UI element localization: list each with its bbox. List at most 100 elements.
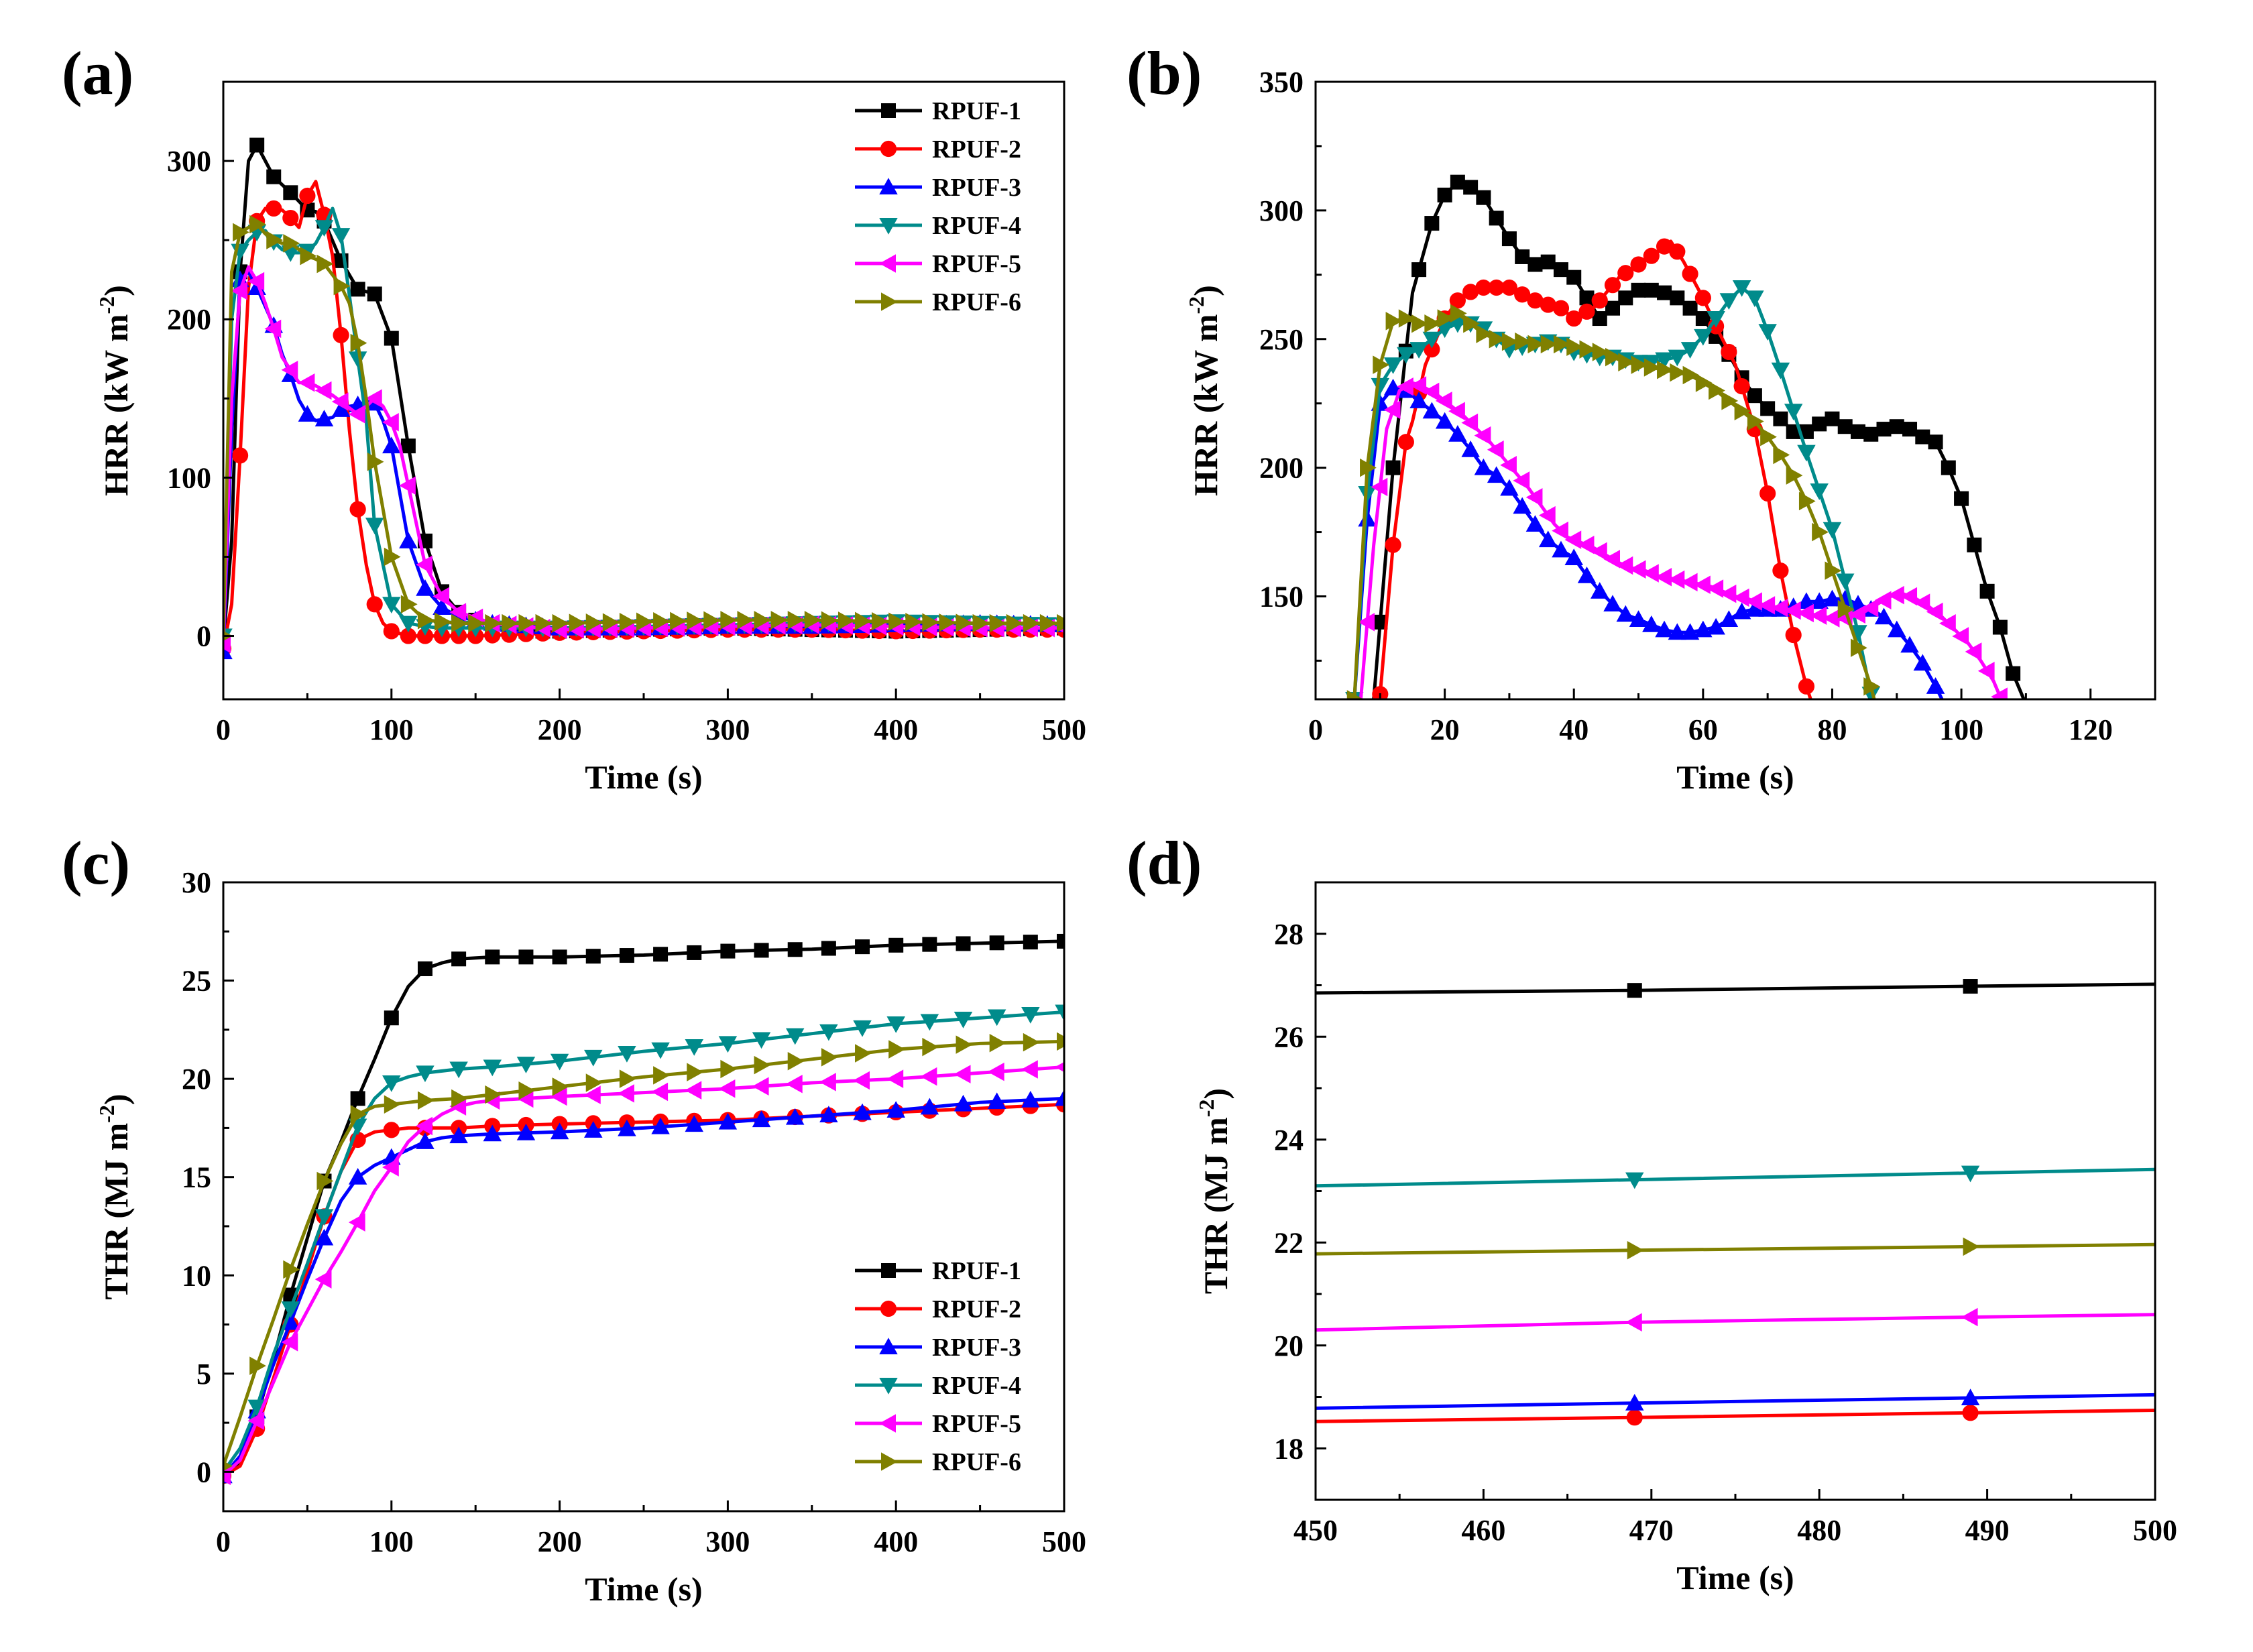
marker-rpuf-6 [956,613,973,632]
marker-rpuf-1 [1963,979,1978,994]
plot-frame [1314,80,2156,701]
marker-rpuf-3 [516,1123,536,1140]
marker-rpuf-3 [685,1115,703,1132]
y-tick-label: 22 [1274,1226,1304,1259]
marker-rpuf-3 [1435,412,1454,429]
marker-rpuf-1 [1515,249,1530,264]
marker-rpuf-6 [283,234,300,253]
marker-rpuf-6 [1489,330,1506,349]
marker-rpuf-6 [872,612,888,631]
marker-rpuf-6 [837,611,855,630]
series-group [223,933,1064,1485]
marker-rpuf-5 [1538,506,1556,525]
y-tick-label: 25 [182,965,211,998]
panel-label-a: (a) [62,39,133,107]
x-tick-label: 500 [2133,1514,2177,1547]
marker-rpuf-6 [687,1063,703,1081]
marker-rpuf-3 [1823,589,1842,607]
marker-rpuf-1 [266,169,282,184]
marker-rpuf-6 [888,612,905,632]
marker-rpuf-2 [1785,626,1802,644]
marker-rpuf-6 [1398,309,1416,328]
marker-rpuf-5 [1823,609,1840,628]
series-line-rpuf-1 [1316,982,2155,995]
marker-rpuf-5 [1926,602,1943,622]
marker-rpuf-1 [384,331,399,346]
marker-rpuf-6 [1643,358,1661,377]
marker-rpuf-5 [785,1074,803,1094]
marker-rpuf-2 [1372,686,1389,699]
marker-rpuf-5 [1797,603,1814,623]
y-axis-title-sup: -2 [95,296,119,314]
marker-rpuf-3 [1525,515,1545,532]
marker-rpuf-4 [331,228,351,245]
marker-rpuf-6 [1721,392,1739,410]
marker-rpuf-5 [1655,567,1672,587]
marker-rpuf-1 [350,1091,365,1106]
legend-marker-rpuf-1 [881,1263,896,1278]
marker-rpuf-5 [685,1081,702,1100]
marker-rpuf-4 [1021,1006,1040,1024]
legend-marker-rpuf-6 [881,1452,898,1471]
marker-rpuf-1 [956,936,971,951]
x-tick-label: 200 [538,1525,582,1558]
marker-rpuf-6 [619,613,636,632]
marker-rpuf-2 [416,628,434,644]
x-tick-label: 300 [705,713,750,746]
marker-rpuf-4 [382,1075,401,1092]
marker-rpuf-5 [1448,402,1465,420]
marker-rpuf-6 [989,613,1006,633]
marker-rpuf-1 [384,1010,399,1026]
marker-rpuf-6 [1411,314,1428,333]
legend-label-rpuf-2: RPUF-2 [932,135,1021,164]
marker-rpuf-1 [1385,460,1401,475]
y-tick-label: 10 [182,1259,211,1292]
marker-rpuf-4 [987,1009,1006,1026]
x-tick-label: 200 [538,713,582,746]
marker-rpuf-4 [281,1301,300,1318]
y-tick-label: 28 [1274,918,1304,951]
marker-rpuf-1 [417,961,432,976]
legend-label-rpuf-1: RPUF-1 [932,97,1021,125]
marker-rpuf-1 [585,949,601,964]
marker-rpuf-3 [1655,620,1674,638]
marker-rpuf-6 [1463,314,1480,333]
marker-rpuf-6 [787,1051,805,1071]
marker-rpuf-4 [247,1399,266,1417]
marker-rpuf-1 [1850,424,1865,439]
marker-rpuf-5 [399,476,416,495]
marker-rpuf-2 [1962,1405,1979,1421]
marker-rpuf-6 [720,611,738,630]
marker-rpuf-5 [281,1333,298,1352]
marker-rpuf-5 [1525,488,1543,507]
marker-rpuf-1 [451,951,467,967]
marker-rpuf-5 [1991,687,2008,699]
marker-rpuf-1 [1837,419,1853,434]
marker-rpuf-2 [1514,286,1531,303]
legend-marker-rpuf-6 [881,292,898,311]
marker-rpuf-6 [956,1035,973,1054]
marker-rpuf-1 [1747,388,1762,404]
marker-rpuf-5 [1707,579,1724,598]
panel-label-c: (c) [62,829,130,897]
marker-rpuf-3 [819,1106,838,1123]
marker-rpuf-1 [1954,491,1969,506]
marker-rpuf-5 [348,405,365,424]
marker-rpuf-4 [1680,342,1700,359]
marker-rpuf-1 [1825,411,1840,426]
y-axis-title-sup: -2 [95,1105,119,1123]
marker-rpuf-2 [282,209,299,227]
series-line-rpuf-3 [1316,1393,2155,1410]
marker-rpuf-5 [416,1116,432,1136]
legend-label-rpuf-3: RPUF-3 [932,174,1021,202]
marker-rpuf-3 [987,1092,1006,1110]
marker-rpuf-6 [855,611,872,631]
marker-rpuf-6 [1540,335,1558,354]
marker-rpuf-3 [399,532,418,548]
marker-rpuf-4 [416,1065,435,1083]
x-tick-label: 40 [1559,713,1588,746]
x-tick-label: 450 [1293,1514,1338,1547]
marker-rpuf-1 [1605,300,1621,316]
marker-rpuf-4 [550,1053,569,1071]
